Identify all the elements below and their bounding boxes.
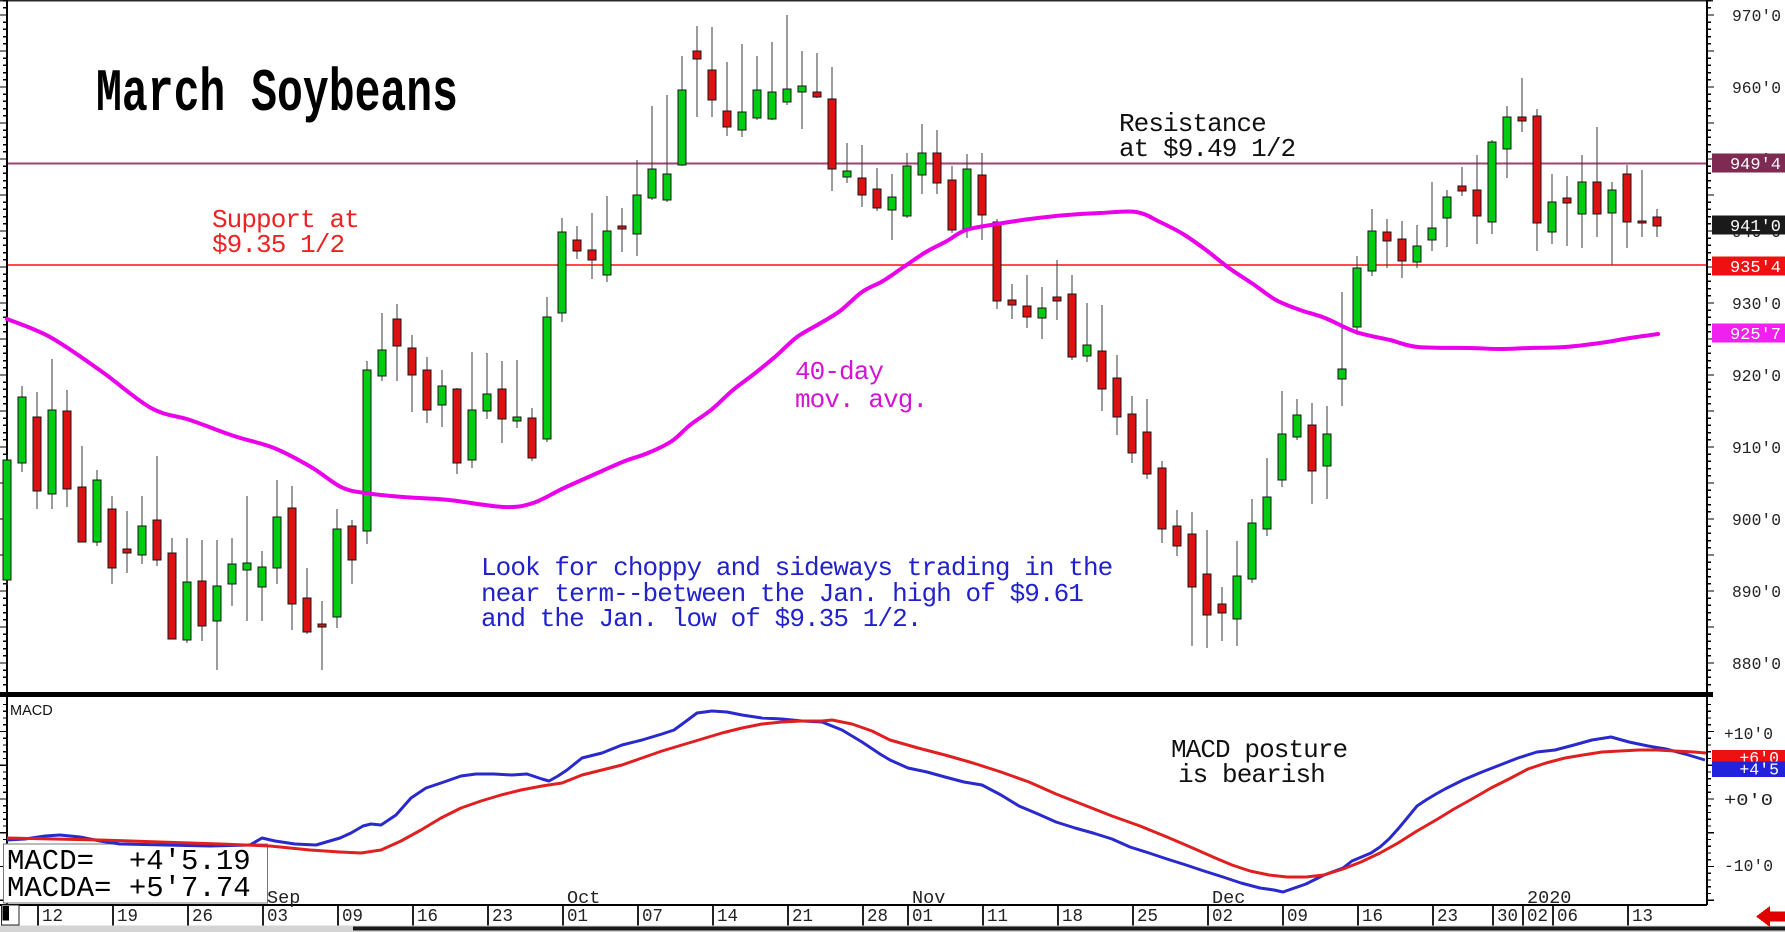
svg-text:900'0: 900'0 <box>1732 512 1781 531</box>
svg-text:Dec: Dec <box>1212 888 1245 909</box>
svg-text:970'0: 970'0 <box>1732 8 1781 27</box>
svg-text:09: 09 <box>342 907 363 927</box>
svg-text:18: 18 <box>1062 907 1083 927</box>
svg-text:+4'5: +4'5 <box>1739 761 1779 780</box>
svg-text:01: 01 <box>567 907 588 927</box>
svg-text:+10'0: +10'0 <box>1724 726 1773 745</box>
svg-text:09: 09 <box>1287 907 1308 927</box>
svg-text:30: 30 <box>1497 907 1518 927</box>
svg-text:near term--between the Jan. hi: near term--between the Jan. high of $9.6… <box>481 579 1083 609</box>
svg-text:2020: 2020 <box>1527 888 1571 909</box>
svg-text:25: 25 <box>1137 907 1158 927</box>
svg-text:Look for choppy and sideways t: Look for choppy and sideways trading in … <box>481 553 1112 583</box>
svg-text:16: 16 <box>417 907 438 927</box>
svg-text:02: 02 <box>1527 907 1548 927</box>
svg-text:13: 13 <box>1632 907 1653 927</box>
svg-text:935'4: 935'4 <box>1730 259 1781 278</box>
svg-text:MACDA= +5'7.74: MACDA= +5'7.74 <box>7 872 251 905</box>
svg-text:and the Jan. low of $9.35 1/2.: and the Jan. low of $9.35 1/2. <box>481 604 921 634</box>
svg-text:28: 28 <box>867 907 888 927</box>
svg-text:949'4: 949'4 <box>1730 156 1781 175</box>
svg-text:23: 23 <box>492 907 513 927</box>
svg-text:02: 02 <box>1212 907 1233 927</box>
svg-text:06: 06 <box>1557 907 1578 927</box>
svg-text:925'7: 925'7 <box>1730 326 1781 345</box>
svg-text:-10'0: -10'0 <box>1724 858 1773 877</box>
svg-text:941'0: 941'0 <box>1730 218 1781 237</box>
svg-text:at $9.49 1/2: at $9.49 1/2 <box>1119 134 1295 164</box>
svg-text:920'0: 920'0 <box>1732 368 1781 387</box>
svg-text:Sep: Sep <box>267 888 300 909</box>
svg-text:910'0: 910'0 <box>1732 440 1781 459</box>
svg-text:11: 11 <box>987 907 1008 927</box>
svg-text:12: 12 <box>42 907 63 927</box>
svg-text:MACD posture: MACD posture <box>1171 735 1347 765</box>
svg-text:03: 03 <box>267 907 288 927</box>
svg-text:Nov: Nov <box>912 888 945 909</box>
svg-text:14: 14 <box>717 907 738 927</box>
svg-text:Resistance: Resistance <box>1119 109 1266 139</box>
svg-text:Support at: Support at <box>212 205 359 235</box>
svg-text:890'0: 890'0 <box>1732 584 1781 603</box>
svg-text:21: 21 <box>792 907 813 927</box>
svg-text:is bearish: is bearish <box>1178 760 1325 790</box>
svg-text:mov. avg.: mov. avg. <box>795 385 927 415</box>
svg-text:960'0: 960'0 <box>1732 80 1781 99</box>
svg-text:23: 23 <box>1437 907 1458 927</box>
svg-text:MACD= +4'5.19: MACD= +4'5.19 <box>7 845 251 878</box>
svg-text:MACD: MACD <box>10 703 53 719</box>
svg-text:16: 16 <box>1362 907 1383 927</box>
svg-text:01: 01 <box>912 907 933 927</box>
svg-text:Oct: Oct <box>567 888 600 909</box>
svg-text:March Soybeans: March Soybeans <box>96 61 458 129</box>
svg-text:26: 26 <box>192 907 213 927</box>
svg-text:+0'0: +0'0 <box>1724 792 1773 811</box>
svg-text:930'0: 930'0 <box>1732 296 1781 315</box>
svg-text:$9.35 1/2: $9.35 1/2 <box>212 230 344 260</box>
svg-text:880'0: 880'0 <box>1732 656 1781 675</box>
svg-text:40-day: 40-day <box>795 357 883 387</box>
svg-text:19: 19 <box>117 907 138 927</box>
svg-text:07: 07 <box>642 907 663 927</box>
